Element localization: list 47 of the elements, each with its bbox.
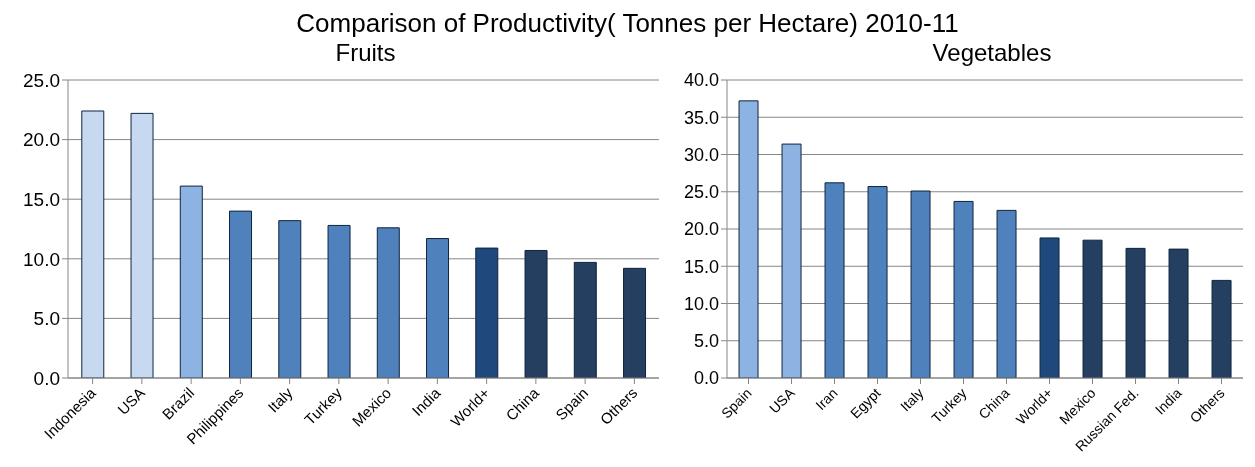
bar xyxy=(1082,239,1103,378)
bar xyxy=(475,247,499,378)
bar xyxy=(910,190,931,378)
y-tick-label: 0.0 xyxy=(33,367,60,389)
y-tick-label: 20.0 xyxy=(23,129,60,151)
bar xyxy=(738,100,759,378)
chart-subtitle: Fruits xyxy=(334,38,397,68)
bar xyxy=(953,200,974,378)
x-tick-label: Italy xyxy=(264,383,297,416)
bar xyxy=(278,220,302,378)
bar xyxy=(130,112,154,378)
y-tick-label: 5.0 xyxy=(33,308,60,330)
bar xyxy=(867,186,888,378)
bar xyxy=(426,238,450,378)
y-tick-label: 15.0 xyxy=(683,256,719,277)
bar xyxy=(229,210,253,378)
bar xyxy=(81,110,105,378)
bar xyxy=(376,227,400,378)
y-tick-label: 30.0 xyxy=(683,144,719,165)
x-tick-label: Iran xyxy=(812,384,841,414)
y-tick-label: 25.0 xyxy=(23,69,60,91)
y-tick-label: 20.0 xyxy=(683,219,719,240)
y-tick-label: 5.0 xyxy=(693,331,719,352)
y-tick-label: 40.0 xyxy=(683,70,719,91)
x-tick-label: USA xyxy=(114,384,148,418)
y-tick-label: 35.0 xyxy=(683,107,719,128)
bar xyxy=(1211,279,1232,378)
bar xyxy=(327,224,351,378)
bar xyxy=(781,143,802,378)
x-tick-label: Italy xyxy=(897,384,927,415)
chart-title: Comparison of Productivity( Tonnes per Hectare) 2010-11 xyxy=(295,8,960,38)
y-tick-label: 0.0 xyxy=(693,368,719,389)
y-tick-label: 25.0 xyxy=(683,182,719,203)
bar xyxy=(1125,247,1146,378)
y-tick-label: 10.0 xyxy=(23,248,60,270)
y-tick-label: 10.0 xyxy=(683,293,719,314)
bar xyxy=(179,185,203,378)
bar xyxy=(824,182,845,378)
bar xyxy=(996,209,1017,378)
bar xyxy=(1039,237,1060,378)
bar xyxy=(524,249,548,378)
x-tick-label: USA xyxy=(765,384,799,417)
bar xyxy=(623,267,647,378)
bar xyxy=(573,261,597,378)
bar xyxy=(1168,248,1189,378)
chart-title: Vegetables xyxy=(931,38,1053,68)
y-tick-label: 15.0 xyxy=(23,188,60,210)
